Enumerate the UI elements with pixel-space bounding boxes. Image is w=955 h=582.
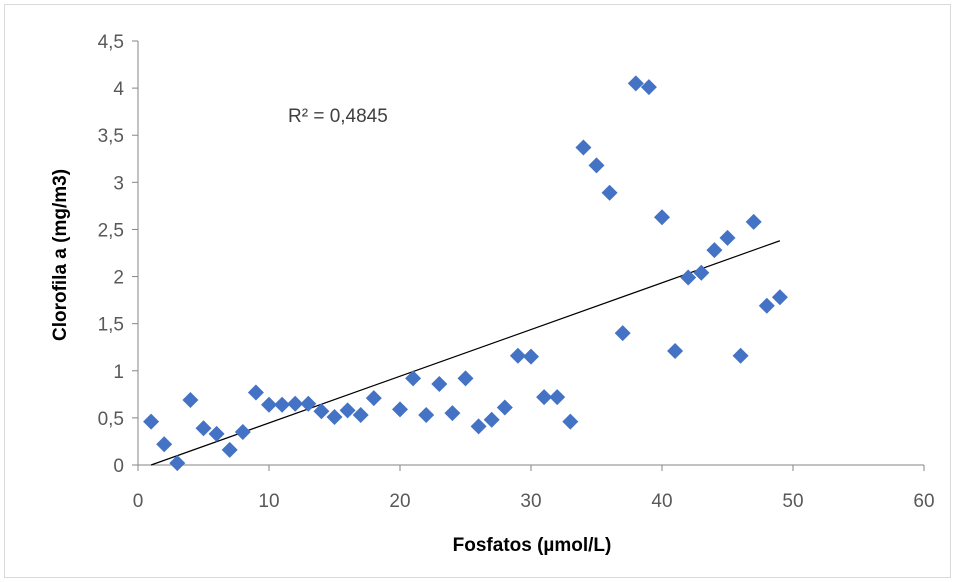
data-point: [470, 418, 487, 435]
data-point: [208, 425, 225, 442]
data-point: [640, 79, 657, 96]
y-tick-label: 2: [113, 268, 124, 289]
data-point: [457, 370, 474, 387]
data-point: [182, 391, 199, 408]
data-point: [732, 347, 749, 364]
x-tick-label: 0: [133, 491, 144, 512]
data-point: [509, 347, 526, 364]
y-tick-label: 0,5: [98, 409, 124, 430]
data-point: [536, 389, 553, 406]
trendline-group: [150, 240, 781, 466]
trendline: [150, 240, 781, 466]
data-point: [418, 407, 435, 424]
data-point: [627, 75, 644, 92]
data-point: [234, 424, 251, 441]
data-point: [483, 411, 500, 428]
x-tick-label: 50: [782, 491, 803, 512]
y-tick-label: 3,5: [98, 126, 124, 147]
y-axis-ticks: 0 0,5 1 1,5 2 2,5 3 3,5 4 4,5: [98, 32, 138, 477]
data-point: [693, 264, 710, 281]
data-point: [614, 325, 631, 342]
data-point: [523, 348, 539, 365]
y-tick-label: 4,5: [98, 32, 124, 53]
data-point: [706, 242, 723, 259]
data-point: [405, 370, 422, 387]
x-tick-label: 10: [258, 491, 279, 512]
data-point: [575, 139, 592, 156]
x-axis-title: Fosfatos (µmol/L): [453, 535, 612, 556]
data-point: [326, 408, 343, 425]
r-squared-annotation: R² = 0,4845: [288, 106, 388, 127]
data-point: [771, 289, 788, 306]
data-point: [365, 390, 382, 407]
chart-frame: [4, 4, 951, 578]
data-point: [195, 420, 212, 437]
y-tick-label: 0: [113, 456, 124, 477]
x-tick-label: 60: [913, 491, 934, 512]
y-tick-label: 4: [113, 79, 124, 100]
data-points: [143, 75, 788, 472]
data-point: [588, 157, 605, 174]
data-point: [274, 396, 291, 413]
data-point: [156, 436, 173, 453]
data-point: [680, 269, 697, 286]
x-axis-ticks: 0 10 20 30 40 50 60: [133, 465, 935, 512]
y-tick-label: 2,5: [98, 220, 124, 241]
data-point: [339, 402, 356, 419]
data-point: [247, 384, 264, 401]
data-point: [562, 413, 579, 430]
data-point: [667, 342, 684, 359]
data-point: [352, 407, 369, 424]
data-point: [496, 399, 513, 416]
data-point: [143, 413, 160, 430]
data-point: [601, 184, 618, 201]
data-point: [313, 403, 330, 420]
data-point: [758, 297, 775, 314]
y-tick-label: 1: [113, 362, 124, 383]
data-point: [287, 395, 304, 412]
data-point: [300, 395, 317, 412]
y-axis-title: Clorofila a (mg/m3): [50, 169, 71, 341]
x-tick-label: 40: [651, 491, 672, 512]
data-point: [719, 229, 736, 246]
y-tick-label: 3: [113, 173, 124, 194]
data-point: [654, 209, 670, 226]
data-point: [745, 213, 762, 230]
x-tick-label: 20: [389, 491, 410, 512]
data-point: [444, 405, 461, 422]
y-tick-label: 1,5: [98, 315, 124, 336]
data-point: [221, 441, 238, 458]
data-point: [261, 396, 277, 413]
data-point: [431, 375, 448, 392]
data-point: [169, 455, 186, 472]
data-point: [549, 389, 566, 406]
axes: [137, 41, 924, 466]
data-point: [392, 401, 408, 418]
x-tick-label: 30: [520, 491, 541, 512]
